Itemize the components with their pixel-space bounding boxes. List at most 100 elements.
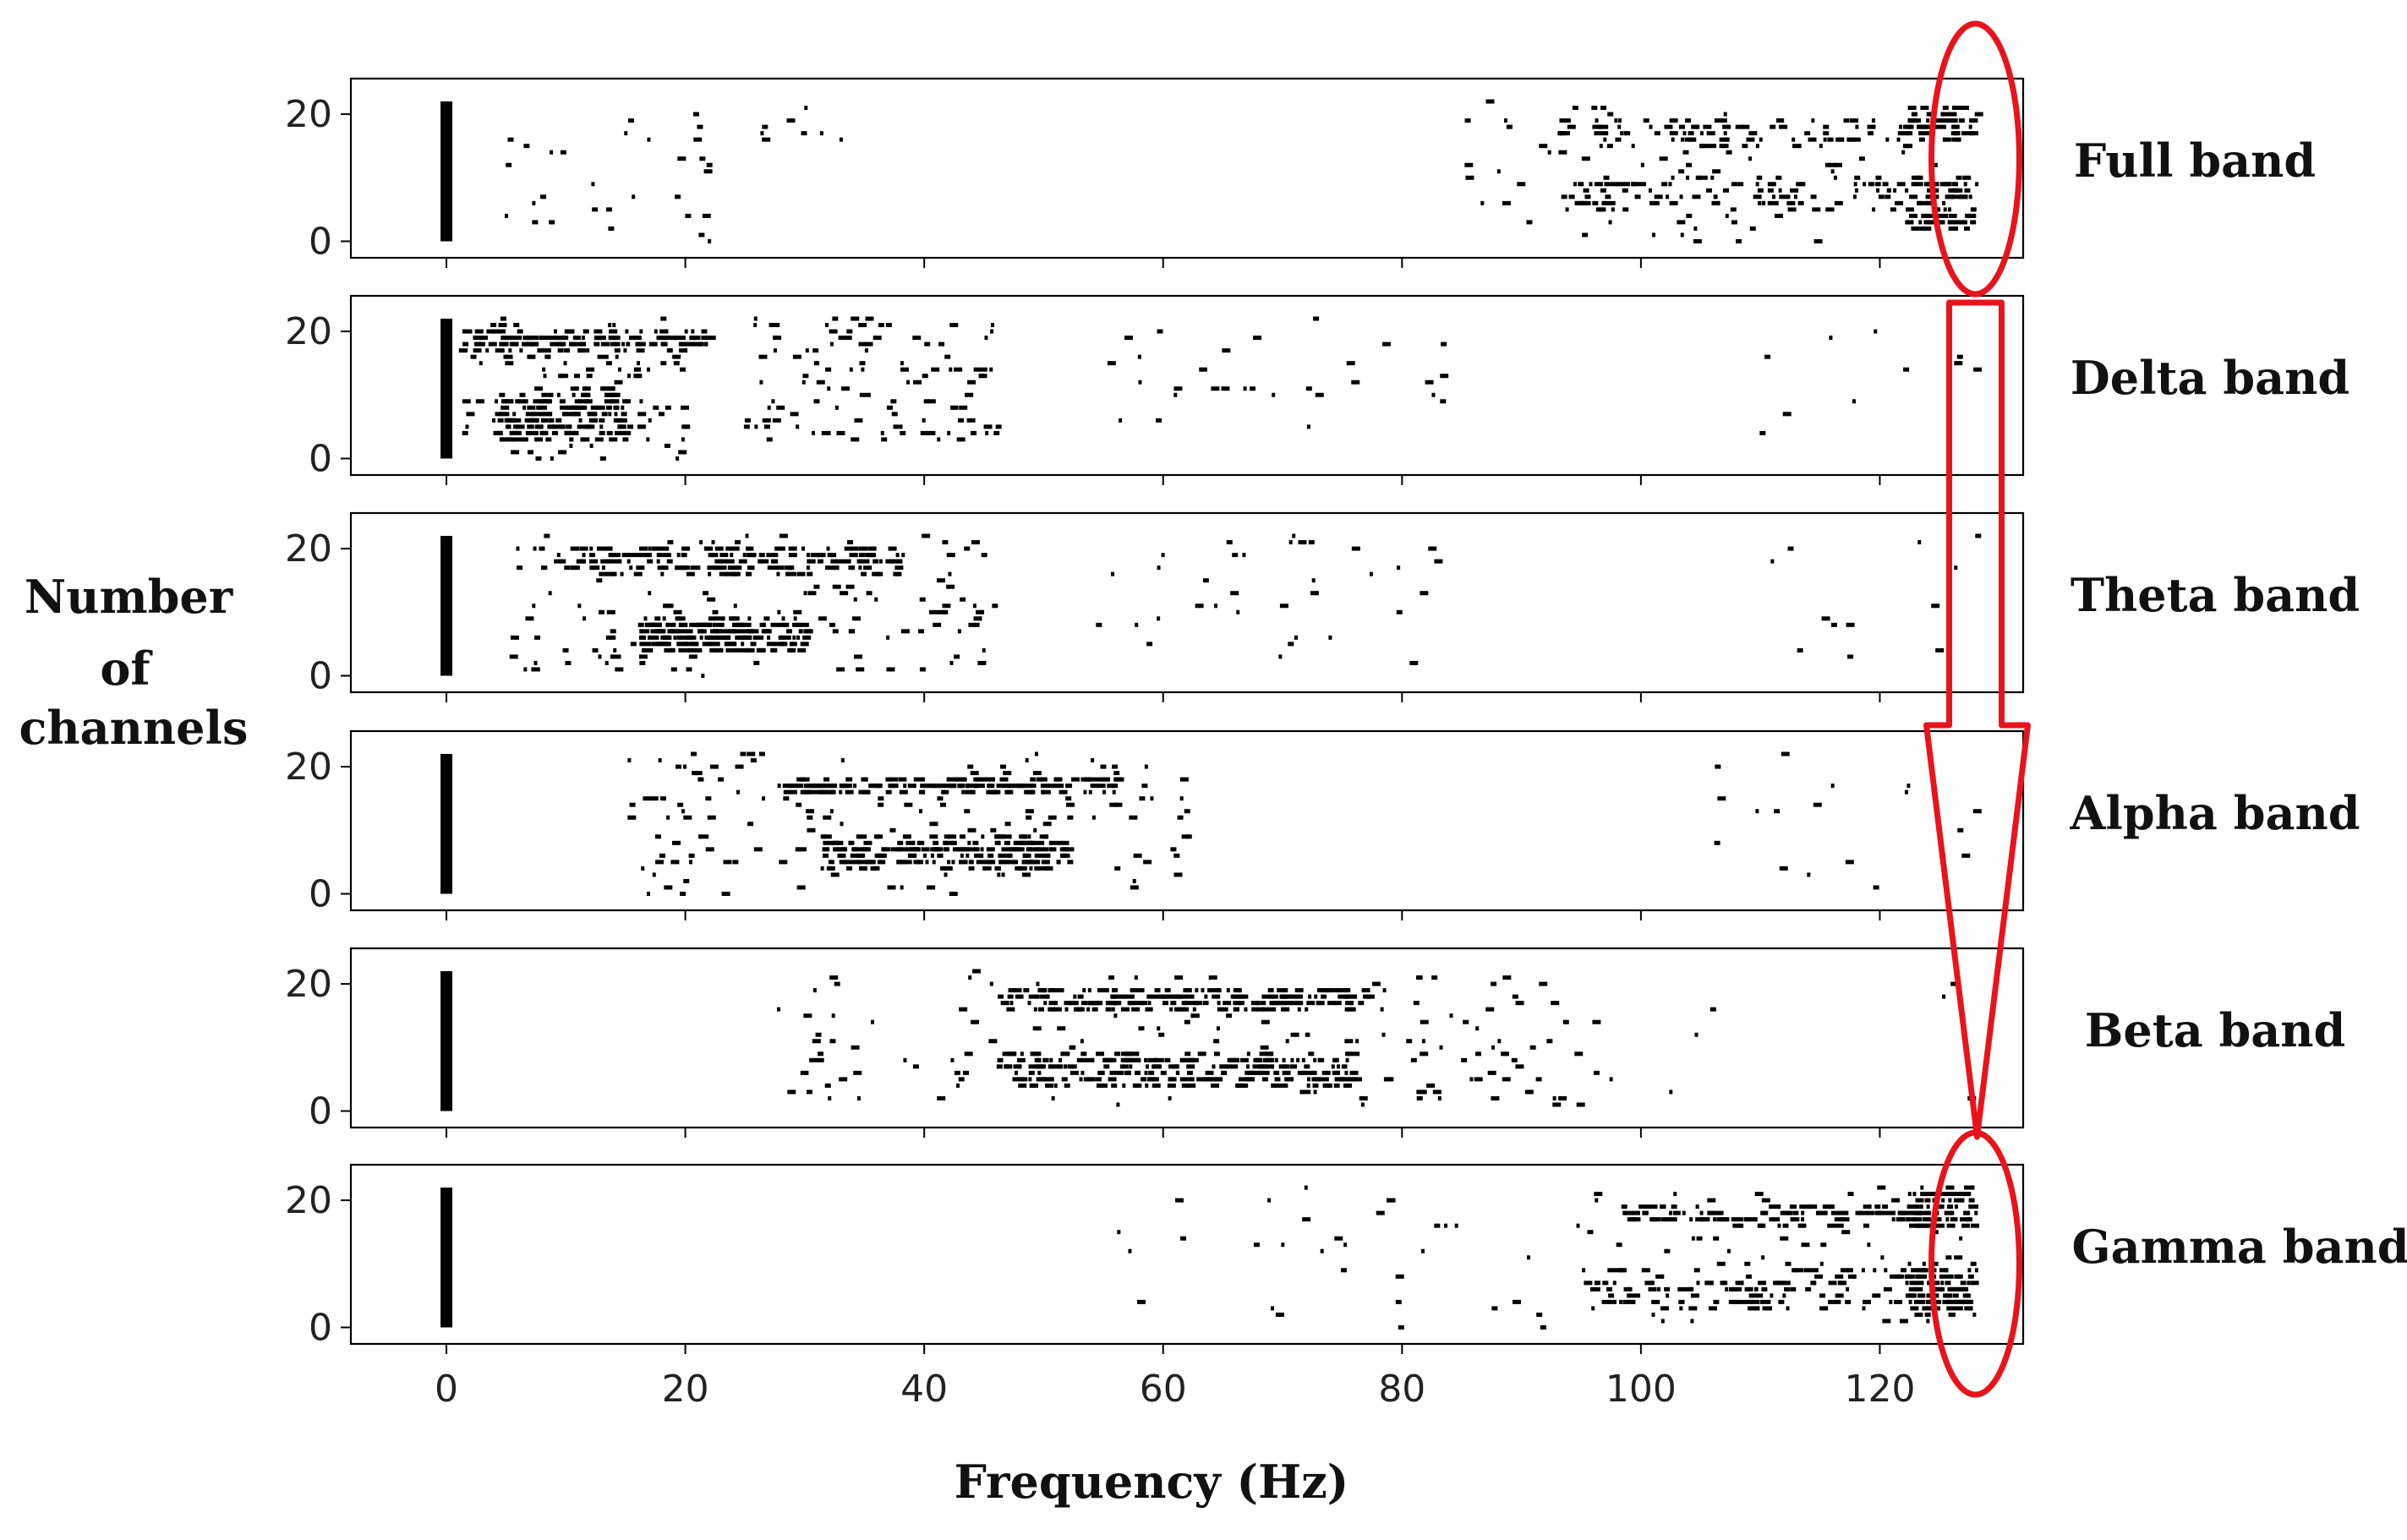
data-point [946,866,953,871]
zero-frequency-bar [440,971,453,1111]
data-point [685,213,692,218]
data-point [947,430,951,435]
data-point [662,616,666,621]
data-point [1686,175,1690,180]
data-point [1280,1007,1287,1012]
data-point [1906,131,1913,136]
data-point [1297,1001,1304,1006]
data-point [536,405,543,410]
data-point [693,771,703,776]
data-point [1028,840,1032,845]
data-point [1066,784,1073,789]
data-point [1843,118,1850,123]
data-point [523,667,528,672]
data-point [1948,188,1957,193]
data-point [511,450,520,455]
data-point [1828,1299,1837,1304]
data-point [1464,162,1474,167]
data-point [544,533,550,538]
data-point [1631,144,1635,149]
data-point [586,374,593,379]
data-point [504,213,508,218]
data-point [1587,1230,1594,1235]
data-point [1144,764,1148,769]
data-point [1135,622,1139,627]
data-point [959,405,968,410]
data-point [1120,994,1127,999]
data-point [725,647,730,653]
data-point [797,847,807,852]
data-point [1036,840,1045,845]
data-point [1631,1217,1635,1222]
data-point [846,777,853,782]
data-point [691,329,695,334]
data-point [1954,1255,1963,1260]
data-point [711,540,715,545]
data-point [1130,988,1139,993]
data-point [933,784,940,789]
data-point [845,789,854,795]
data-point [885,323,892,328]
data-point [1279,603,1288,609]
data-point [574,374,581,379]
data-point [857,860,867,865]
data-point [1934,1286,1939,1292]
band-label: Delta band [2071,351,2350,405]
data-point [1710,1007,1716,1012]
data-point [747,822,754,827]
data-point [1968,1198,1975,1203]
data-point [1120,1007,1130,1012]
data-point [543,399,552,404]
data-point [1704,1281,1714,1286]
data-point [1281,1242,1285,1248]
data-point [533,660,538,665]
data-point [1573,182,1577,187]
data-point [1939,1268,1948,1273]
data-point [1267,1198,1272,1203]
data-point [570,341,577,347]
data-point [972,603,976,609]
data-point [583,329,589,334]
data-point [553,329,557,334]
data-point [746,635,752,640]
data-point [765,629,772,634]
data-point [919,597,926,602]
data-point [1536,1312,1543,1317]
data-point [1135,1057,1141,1062]
data-point [633,571,643,576]
data-point [925,860,929,865]
data-point [805,1070,809,1075]
data-point [852,616,862,621]
data-point [782,784,789,789]
data-point [697,124,703,129]
data-point [1872,207,1876,212]
data-point [1255,1007,1265,1012]
data-point [956,437,966,442]
data-point [1397,565,1401,571]
data-point [872,553,876,558]
data-point [981,834,985,839]
data-point [1693,1268,1700,1273]
data-point [1213,1039,1220,1044]
data-point [719,647,724,653]
data-point [1204,994,1208,999]
data-point [608,323,612,328]
data-point [891,412,898,417]
data-point [596,405,605,410]
data-point [929,834,938,839]
data-point [866,591,873,596]
data-point [1747,1286,1751,1292]
data-point [987,860,996,865]
data-point [496,329,506,334]
data-point [1923,1306,1927,1311]
data-point [1648,1286,1657,1292]
data-point [621,341,626,347]
data-point [639,660,646,665]
data-point [1867,1242,1871,1248]
data-point [636,565,645,571]
data-point [599,424,604,429]
data-point [1131,1007,1141,1012]
data-point [1779,124,1788,129]
data-point [1704,175,1708,180]
data-point [1094,1001,1101,1006]
